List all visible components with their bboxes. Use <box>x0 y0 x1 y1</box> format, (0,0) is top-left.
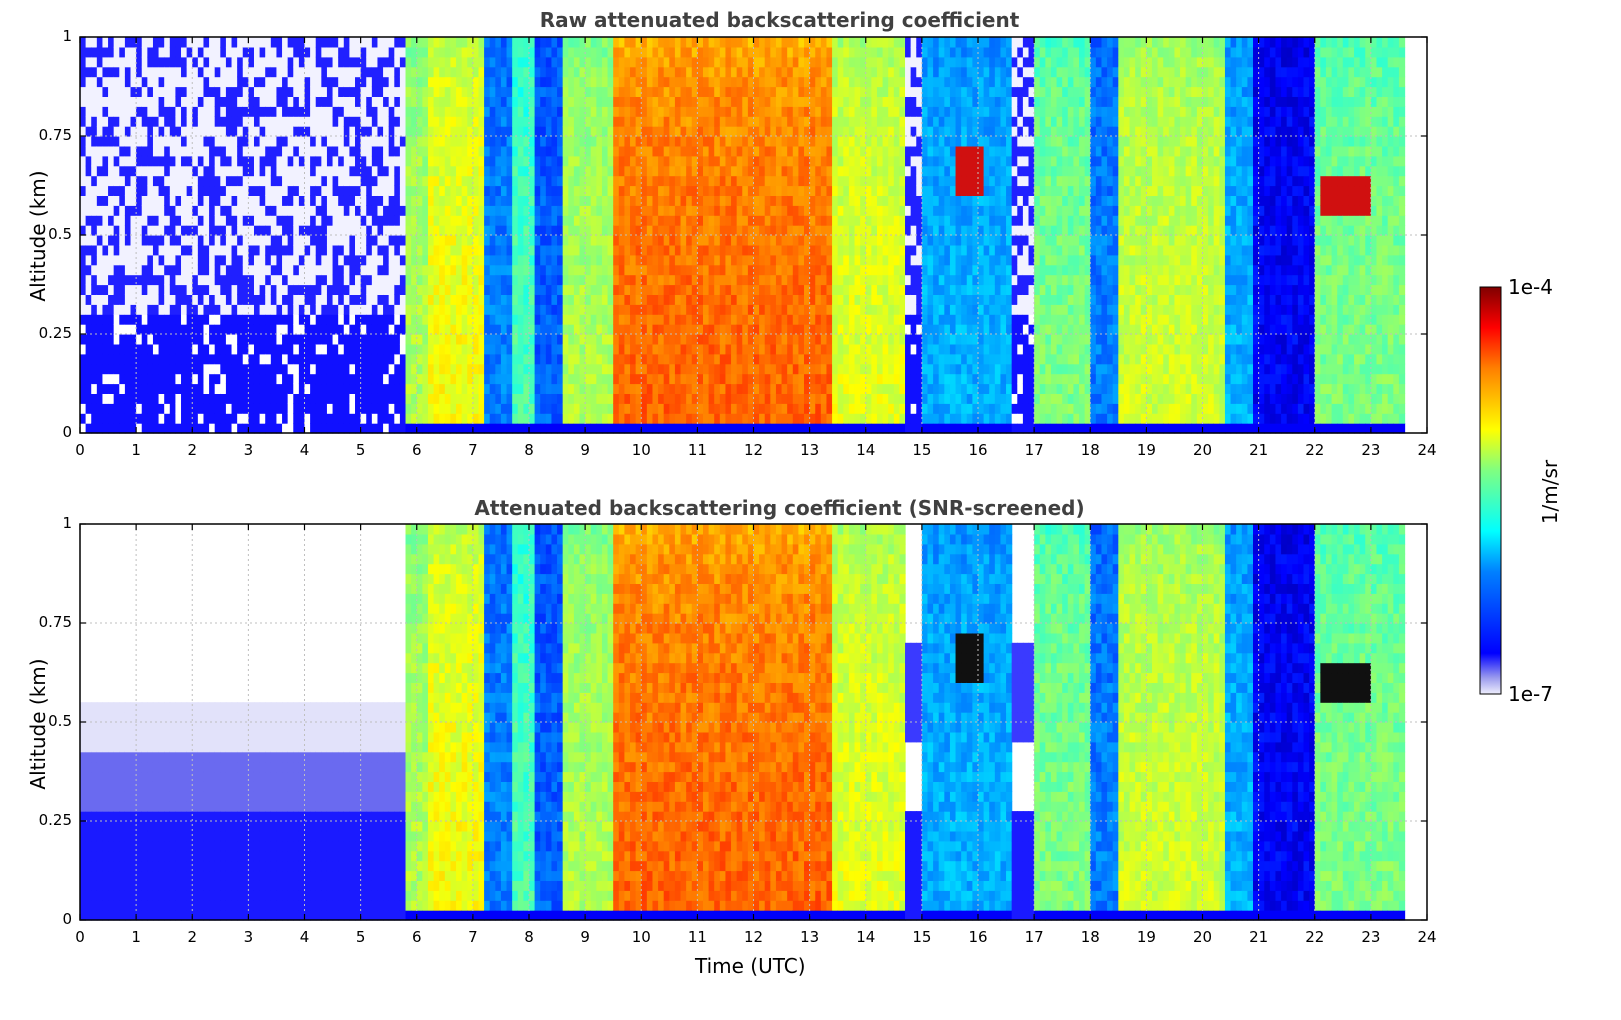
x-tick-label: 15 <box>912 441 932 459</box>
x-tick-label: 23 <box>1361 441 1381 459</box>
x-tick-label: 1 <box>131 441 141 459</box>
y-tick-label: 0.75 <box>38 126 72 144</box>
top-heatmap <box>80 37 1406 434</box>
x-tick-label: 21 <box>1249 928 1269 946</box>
colorbar-min-label: 1e-7 <box>1508 682 1553 706</box>
x-tick-label: 9 <box>580 441 590 459</box>
x-tick-label: 8 <box>524 928 534 946</box>
colorbar <box>1479 286 1502 695</box>
x-tick-label: 2 <box>187 441 198 459</box>
x-tick-label: 3 <box>243 928 254 946</box>
x-tick-label: 19 <box>1136 441 1156 459</box>
x-tick-label: 10 <box>631 441 651 459</box>
x-tick-label: 23 <box>1361 928 1381 946</box>
x-tick-label: 17 <box>1024 441 1044 459</box>
x-tick-label: 15 <box>912 928 932 946</box>
x-tick-label: 16 <box>968 928 988 946</box>
bottom-heatmap <box>80 524 1406 921</box>
x-tick-label: 16 <box>968 441 988 459</box>
x-tick-label: 11 <box>687 441 707 459</box>
y-tick-label: 1 <box>62 514 72 532</box>
x-tick-label: 5 <box>355 441 366 459</box>
x-tick-label: 10 <box>631 928 651 946</box>
x-tick-label: 13 <box>800 928 820 946</box>
x-tick-label: 7 <box>468 441 478 459</box>
y-tick-label: 0.5 <box>48 225 72 243</box>
x-tick-label: 12 <box>743 928 764 946</box>
x-tick-label: 2 <box>187 928 198 946</box>
x-tick-label: 0 <box>75 928 85 946</box>
x-tick-label: 20 <box>1192 928 1213 946</box>
x-tick-label: 9 <box>580 928 590 946</box>
x-tick-label: 3 <box>243 441 254 459</box>
y-tick-label: 1 <box>62 27 72 45</box>
x-tick-label: 8 <box>524 441 534 459</box>
x-tick-label: 1 <box>131 928 141 946</box>
y-tick-label: 0.5 <box>48 712 72 730</box>
y-tick-label: 0.25 <box>38 324 72 342</box>
x-tick-label: 13 <box>800 441 820 459</box>
y-tick-label: 0 <box>62 910 72 928</box>
x-tick-label: 18 <box>1080 928 1100 946</box>
top-panel-title: Raw attenuated backscattering coefficien… <box>539 8 1020 32</box>
x-tick-label: 22 <box>1305 441 1325 459</box>
y-tick-label: 0.25 <box>38 811 72 829</box>
x-tick-label: 24 <box>1417 441 1437 459</box>
x-tick-label: 4 <box>299 441 310 459</box>
x-tick-label: 14 <box>856 928 876 946</box>
bottom-panel-xlabel: Time (UTC) <box>695 954 806 978</box>
colorbar-max-label: 1e-4 <box>1508 275 1553 299</box>
x-tick-label: 6 <box>411 441 422 459</box>
x-tick-label: 14 <box>856 441 876 459</box>
x-tick-label: 7 <box>468 928 478 946</box>
x-tick-label: 12 <box>743 441 764 459</box>
x-tick-label: 18 <box>1080 441 1100 459</box>
x-tick-label: 0 <box>75 441 85 459</box>
x-tick-label: 22 <box>1305 928 1325 946</box>
x-tick-label: 21 <box>1249 441 1269 459</box>
y-tick-label: 0 <box>62 423 72 441</box>
x-tick-label: 5 <box>355 928 366 946</box>
x-tick-label: 24 <box>1417 928 1437 946</box>
y-tick-label: 0.75 <box>38 613 72 631</box>
x-tick-label: 6 <box>411 928 422 946</box>
bottom-panel-title: Attenuated backscattering coefficient (S… <box>474 496 1085 520</box>
x-tick-label: 19 <box>1136 928 1156 946</box>
x-tick-label: 4 <box>299 928 310 946</box>
x-tick-label: 20 <box>1192 441 1213 459</box>
x-tick-label: 17 <box>1024 928 1044 946</box>
x-tick-label: 11 <box>687 928 707 946</box>
axes <box>79 36 1428 921</box>
